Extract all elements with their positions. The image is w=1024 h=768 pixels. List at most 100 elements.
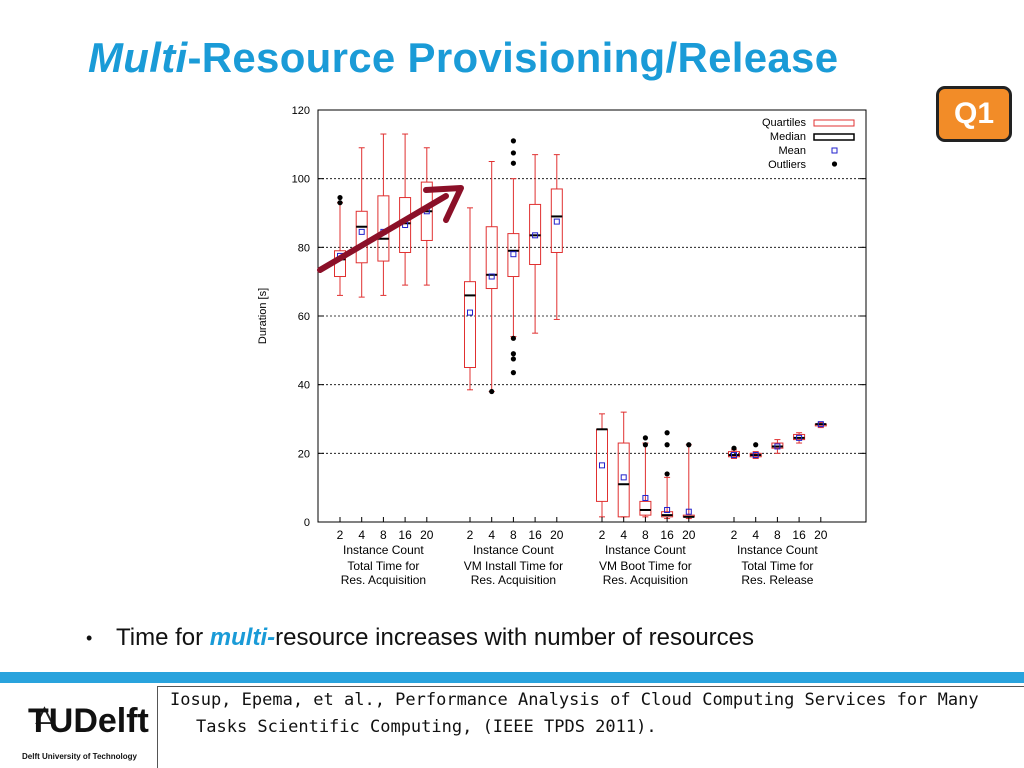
mean-marker (731, 452, 737, 459)
bullet-dot-icon: • (86, 628, 93, 649)
outlier-point (642, 442, 648, 448)
group-label-line-1: VM Install Time for (464, 559, 563, 573)
y-tick-label: 80 (298, 242, 310, 254)
x-tick-label: 8 (774, 528, 781, 542)
trend-arrow-shaft (317, 193, 449, 273)
outlier-point (337, 200, 343, 206)
x-tick-label: 2 (337, 528, 344, 542)
group-label-instance-count: Instance Count (605, 543, 686, 557)
outlier-point (664, 471, 670, 477)
group-label-instance-count: Instance Count (737, 543, 818, 557)
outlier-point (686, 442, 692, 448)
outlier-point (731, 445, 737, 451)
logo-subtext: Delft University of Technology (22, 752, 137, 761)
legend-label-quartiles: Quartiles (762, 117, 807, 129)
bullet-dash: - (267, 624, 276, 651)
bullet-point: • Time for multi-resource increases with … (86, 624, 754, 652)
outlier-point (510, 335, 516, 341)
legend-label-mean: Mean (778, 145, 806, 157)
x-tick-label: 2 (599, 528, 606, 542)
x-tick-label: 20 (682, 528, 696, 542)
mean-marker (553, 218, 560, 225)
mean-marker (532, 232, 539, 239)
group-label-line-1: VM Boot Time for (599, 559, 692, 573)
outlier-point (510, 356, 516, 362)
x-tick-label: 4 (620, 528, 627, 542)
legend-label-median: Median (770, 131, 806, 143)
tudelft-logo: 🜂 TUDelft Delft University of Technology (22, 688, 162, 768)
mean-marker (796, 434, 803, 441)
legend-label-outliers: Outliers (768, 159, 806, 171)
outlier-point (664, 430, 670, 436)
y-tick-label: 60 (298, 311, 310, 323)
x-tick-label: 16 (792, 528, 806, 542)
x-tick-label: 8 (510, 528, 517, 542)
trend-arrow-head (423, 185, 464, 223)
citation-text: Iosup, Epema, et al., Performance Analys… (170, 690, 979, 737)
outlier-point (510, 150, 516, 156)
bullet-highlight: multi (209, 624, 268, 651)
outlier-point (664, 442, 670, 448)
x-tick-label: 16 (528, 528, 542, 542)
mean-marker (817, 421, 824, 428)
mean-marker (642, 494, 649, 501)
group-label-line-2: Res. Acquisition (471, 573, 556, 587)
y-axis-label: Duration [s] (257, 288, 269, 344)
x-tick-label: 4 (488, 528, 495, 542)
group-label-line-2: Res. Acquisition (341, 573, 426, 587)
x-tick-label: 8 (642, 528, 649, 542)
mean-marker (488, 273, 495, 280)
x-tick-label: 16 (660, 528, 674, 542)
mean-marker (620, 474, 627, 481)
group-label-instance-count: Instance Count (473, 543, 554, 557)
outlier-point (510, 351, 516, 357)
q1-badge: Q1 (936, 86, 1012, 142)
quartile-box (596, 428, 608, 502)
group-label-line-1: Total Time for (741, 559, 813, 573)
footer-bar (0, 672, 1024, 683)
mean-marker (599, 462, 605, 469)
title-italic: Multi (88, 34, 188, 81)
mean-marker (358, 228, 365, 235)
outlier-point (510, 370, 516, 376)
citation-box: Iosup, Epema, et al., Performance Analys… (157, 686, 1024, 768)
slide-title: Multi-Resource Provisioning/Release (88, 34, 838, 82)
outlier-point (642, 435, 648, 441)
legend-quartiles-swatch (813, 119, 855, 127)
quartile-box (617, 442, 630, 518)
bullet-prefix: Time for (116, 624, 210, 651)
y-tick-label: 100 (292, 174, 310, 186)
quartile-box (639, 500, 652, 516)
legend-median-swatch (813, 133, 855, 141)
quartile-box (355, 210, 368, 264)
mean-marker (664, 506, 671, 513)
x-tick-label: 16 (398, 528, 412, 542)
outlier-point (753, 442, 759, 448)
quartile-box (550, 188, 563, 253)
y-tick-label: 40 (298, 380, 310, 392)
x-tick-label: 4 (358, 528, 365, 542)
mean-marker (467, 309, 473, 316)
x-tick-label: 20 (550, 528, 564, 542)
group-label-line-2: Res. Release (741, 573, 813, 587)
outlier-point (489, 388, 495, 395)
title-rest: -Resource Provisioning/Release (187, 34, 839, 81)
x-tick-label: 2 (731, 528, 738, 542)
quartile-box (464, 281, 476, 369)
quartile-box (507, 233, 520, 278)
outlier-point (337, 194, 343, 201)
x-tick-label: 2 (467, 528, 474, 542)
y-tick-label: 0 (304, 517, 310, 529)
x-tick-label: 4 (752, 528, 759, 542)
mean-marker (510, 251, 517, 258)
mean-marker (752, 452, 759, 459)
bullet-suffix: resource increases with number of resour… (275, 624, 754, 651)
group-label-line-1: Total Time for (347, 559, 419, 573)
y-tick-label: 20 (298, 448, 310, 460)
y-tick-label: 120 (292, 105, 310, 117)
flame-icon: 🜂 (34, 703, 55, 730)
outlier-point (510, 138, 516, 144)
quartile-box (485, 226, 498, 290)
logo-text: TUDelft (28, 702, 149, 740)
